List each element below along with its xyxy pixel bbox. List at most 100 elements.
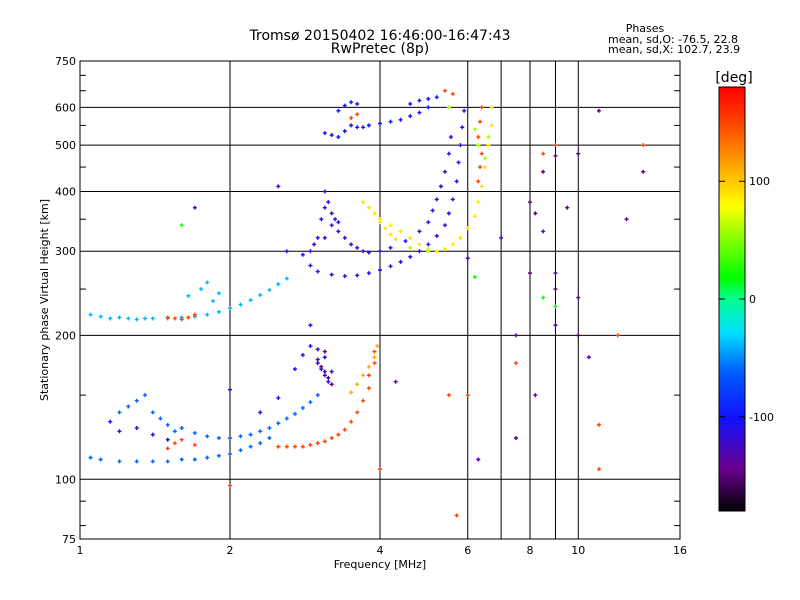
data-point [284,249,289,254]
data-point [98,314,103,319]
data-point [465,393,470,398]
data-point [615,333,620,338]
data-point [216,309,221,314]
y-axis-label: Stationary phase Virtual Height [km] [38,199,51,401]
data-point [134,459,139,464]
data-point [228,451,232,456]
data-point [158,416,163,421]
data-point [366,250,371,255]
data-point [514,435,519,440]
data-point [426,249,431,254]
data-point [267,287,272,292]
data-point [216,291,221,296]
data-point [378,220,382,225]
data-point [88,312,93,317]
data-point [342,427,347,432]
data-point [361,373,366,378]
data-point [300,352,305,357]
data-point [134,426,139,431]
data-point [333,217,338,222]
y-tick-label: 300 [55,245,76,258]
data-point [258,429,263,434]
data-point [553,271,558,276]
data-point [450,197,455,202]
data-point [553,153,558,158]
data-point [150,432,155,437]
data-point [553,323,558,328]
data-point [117,459,122,464]
data-point [458,143,463,148]
data-point [98,457,103,462]
data-point [366,386,371,391]
data-point [315,441,320,446]
data-point [514,333,519,338]
data-point [479,151,484,156]
data-point [472,274,477,279]
data-point [446,151,451,156]
data-point [319,364,324,369]
data-point [319,217,324,222]
data-point [388,245,393,250]
x-tick-label: 16 [673,544,687,557]
data-point [150,316,155,321]
data-point [165,459,170,464]
data-point [216,453,221,458]
data-point [336,108,341,113]
data-point [315,347,320,352]
data-point [329,369,334,374]
data-point [329,272,334,277]
data-point [361,125,366,130]
data-point [172,429,177,434]
data-point [117,429,122,434]
data-point [383,226,388,231]
data-point [417,229,422,234]
data-point [489,123,494,128]
data-point [322,439,327,444]
data-point [553,287,558,292]
data-point [448,135,453,140]
data-point [426,220,431,225]
data-point [211,299,216,304]
data-point [342,274,347,279]
data-point [315,361,320,366]
data-point [336,220,341,225]
data-point [276,421,281,426]
data-point [476,457,481,462]
data-point [442,88,447,93]
y-axis-ticks: 75 100 200 300 400 500 600 750 [55,55,680,546]
data-point [342,129,347,134]
data-point [434,95,439,100]
data-point [442,169,447,174]
data-point [476,179,481,184]
data-point [596,467,601,472]
y-tick-label: 100 [55,473,76,486]
data-point [292,367,297,372]
data-point [454,513,459,518]
data-point [472,127,477,132]
data-point [641,143,646,148]
data-point [349,115,354,120]
data-point [565,205,570,210]
data-point [329,133,334,138]
data-point [388,264,393,269]
data-point [336,229,341,234]
data-point [446,393,451,398]
data-point [388,232,393,237]
data-point [541,151,546,156]
data-point [205,312,210,317]
data-point [322,131,327,136]
data-point [398,259,403,264]
data-point [349,242,354,247]
data-point [238,434,243,439]
data-point [366,205,371,210]
plot-frame [79,60,681,540]
data-point [372,211,377,216]
data-point [426,242,431,247]
data-point [349,390,354,395]
x-tick-label: 1 [77,544,84,557]
data-point [408,245,413,250]
data-point [322,369,327,374]
data-point [322,205,327,210]
data-point [355,112,360,117]
data-point [329,435,334,440]
